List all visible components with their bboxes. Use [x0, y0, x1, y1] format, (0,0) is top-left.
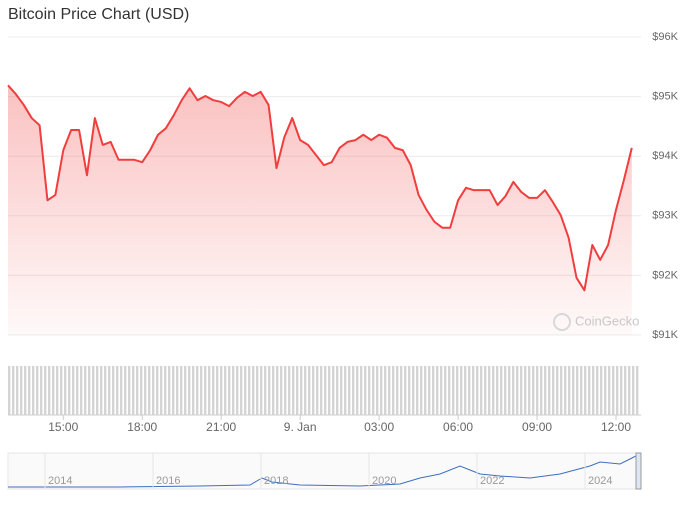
navigator-frame	[7, 452, 642, 490]
y-tick-label: $93K	[652, 210, 678, 222]
x-tick-label: 03:00	[364, 420, 394, 434]
y-tick-label: $94K	[652, 150, 678, 162]
x-tick-label: 15:00	[48, 420, 78, 434]
y-tick-label: $95K	[652, 91, 678, 103]
watermark: CoinGecko	[575, 313, 639, 328]
chart-title: Bitcoin Price Chart (USD)	[8, 6, 189, 23]
area	[8, 85, 632, 335]
navigator-label: 2018	[264, 475, 288, 487]
y-tick-label: $91K	[652, 329, 678, 341]
navigator-label: 2020	[372, 475, 396, 487]
navigator	[7, 452, 642, 490]
navigator-handle[interactable]	[635, 452, 642, 490]
x-tick-label: 21:00	[206, 420, 236, 434]
watermark-logo	[553, 313, 571, 331]
x-tick-label: 9. Jan	[284, 420, 317, 434]
price-line	[7, 84, 633, 292]
y-tick-label: $92K	[652, 269, 678, 281]
x-tick-label: 09:00	[522, 420, 552, 434]
navigator-label: 2014	[48, 475, 72, 487]
navigator-line	[8, 455, 637, 488]
x-tick-label: 06:00	[443, 420, 473, 434]
navigator-label: 2016	[156, 475, 180, 487]
volume-band	[8, 366, 640, 415]
x-tick-label: 18:00	[127, 420, 157, 434]
x-tick-label: 12:00	[601, 420, 631, 434]
navigator-label: 2024	[588, 475, 612, 487]
navigator-label: 2022	[480, 475, 504, 487]
y-tick-label: $96K	[652, 31, 678, 43]
